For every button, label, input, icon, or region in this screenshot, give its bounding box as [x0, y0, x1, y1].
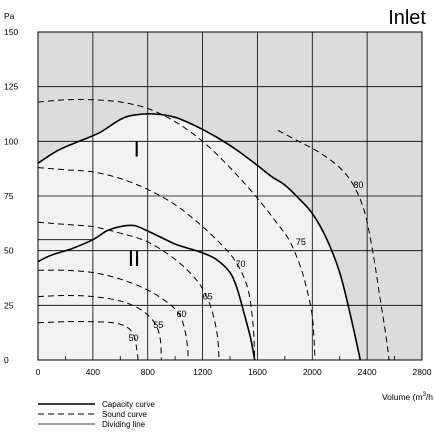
x-axis-label: Volume (m3/h — [382, 392, 433, 402]
y-axis-label: Pa — [4, 11, 15, 21]
region-label-I: I — [134, 137, 140, 162]
x-tick-label: 0 — [36, 367, 41, 377]
plot-frame — [37, 31, 423, 361]
sound-curve-50 — [37, 321, 139, 361]
legend-label: Sound curve — [102, 410, 147, 419]
sound-curve-label-50: 50 — [129, 333, 139, 343]
sound-curve-label-75: 75 — [296, 237, 306, 247]
sound-curve-label-60: 60 — [177, 309, 187, 319]
y-tick-label: 100 — [4, 136, 18, 146]
sound-curve-55 — [37, 294, 162, 361]
y-tick-label: 125 — [4, 82, 18, 92]
x-tick-label: 1200 — [193, 367, 212, 377]
operating-region — [38, 113, 361, 360]
sound-curve-label-65: 65 — [203, 292, 213, 302]
y-tick-label: 150 — [4, 27, 18, 37]
y-tick-label: 50 — [4, 246, 14, 256]
sound-curve-label-55: 55 — [153, 320, 163, 330]
capacity-curve-II — [37, 224, 256, 361]
sound-curve-label-80: 80 — [353, 180, 363, 190]
y-tick-label: 25 — [4, 300, 14, 310]
sound-curve-60 — [37, 269, 189, 361]
chart-title: Inlet — [388, 7, 426, 29]
y-tick-label: 0 — [4, 355, 9, 365]
x-tick-label: 400 — [86, 367, 100, 377]
legend-label: Capacity curve — [102, 400, 155, 409]
x-tick-label: 800 — [141, 367, 155, 377]
x-tick-label: 2800 — [413, 367, 432, 377]
sound-curve-70 — [37, 167, 256, 361]
x-tick-label: 2400 — [358, 367, 377, 377]
region-label-II: II — [128, 246, 140, 271]
x-tick-label: 1600 — [248, 367, 267, 377]
sound-curve-75 — [37, 99, 316, 361]
capacity-curve-I — [37, 113, 362, 361]
sound-curve-label-70: 70 — [235, 259, 245, 269]
legend-label: Dividing line — [102, 420, 146, 429]
x-tick-label: 2000 — [303, 367, 322, 377]
y-tick-label: 75 — [4, 191, 14, 201]
sound-curve-65 — [37, 221, 220, 361]
sound-curve-80 — [277, 129, 390, 361]
